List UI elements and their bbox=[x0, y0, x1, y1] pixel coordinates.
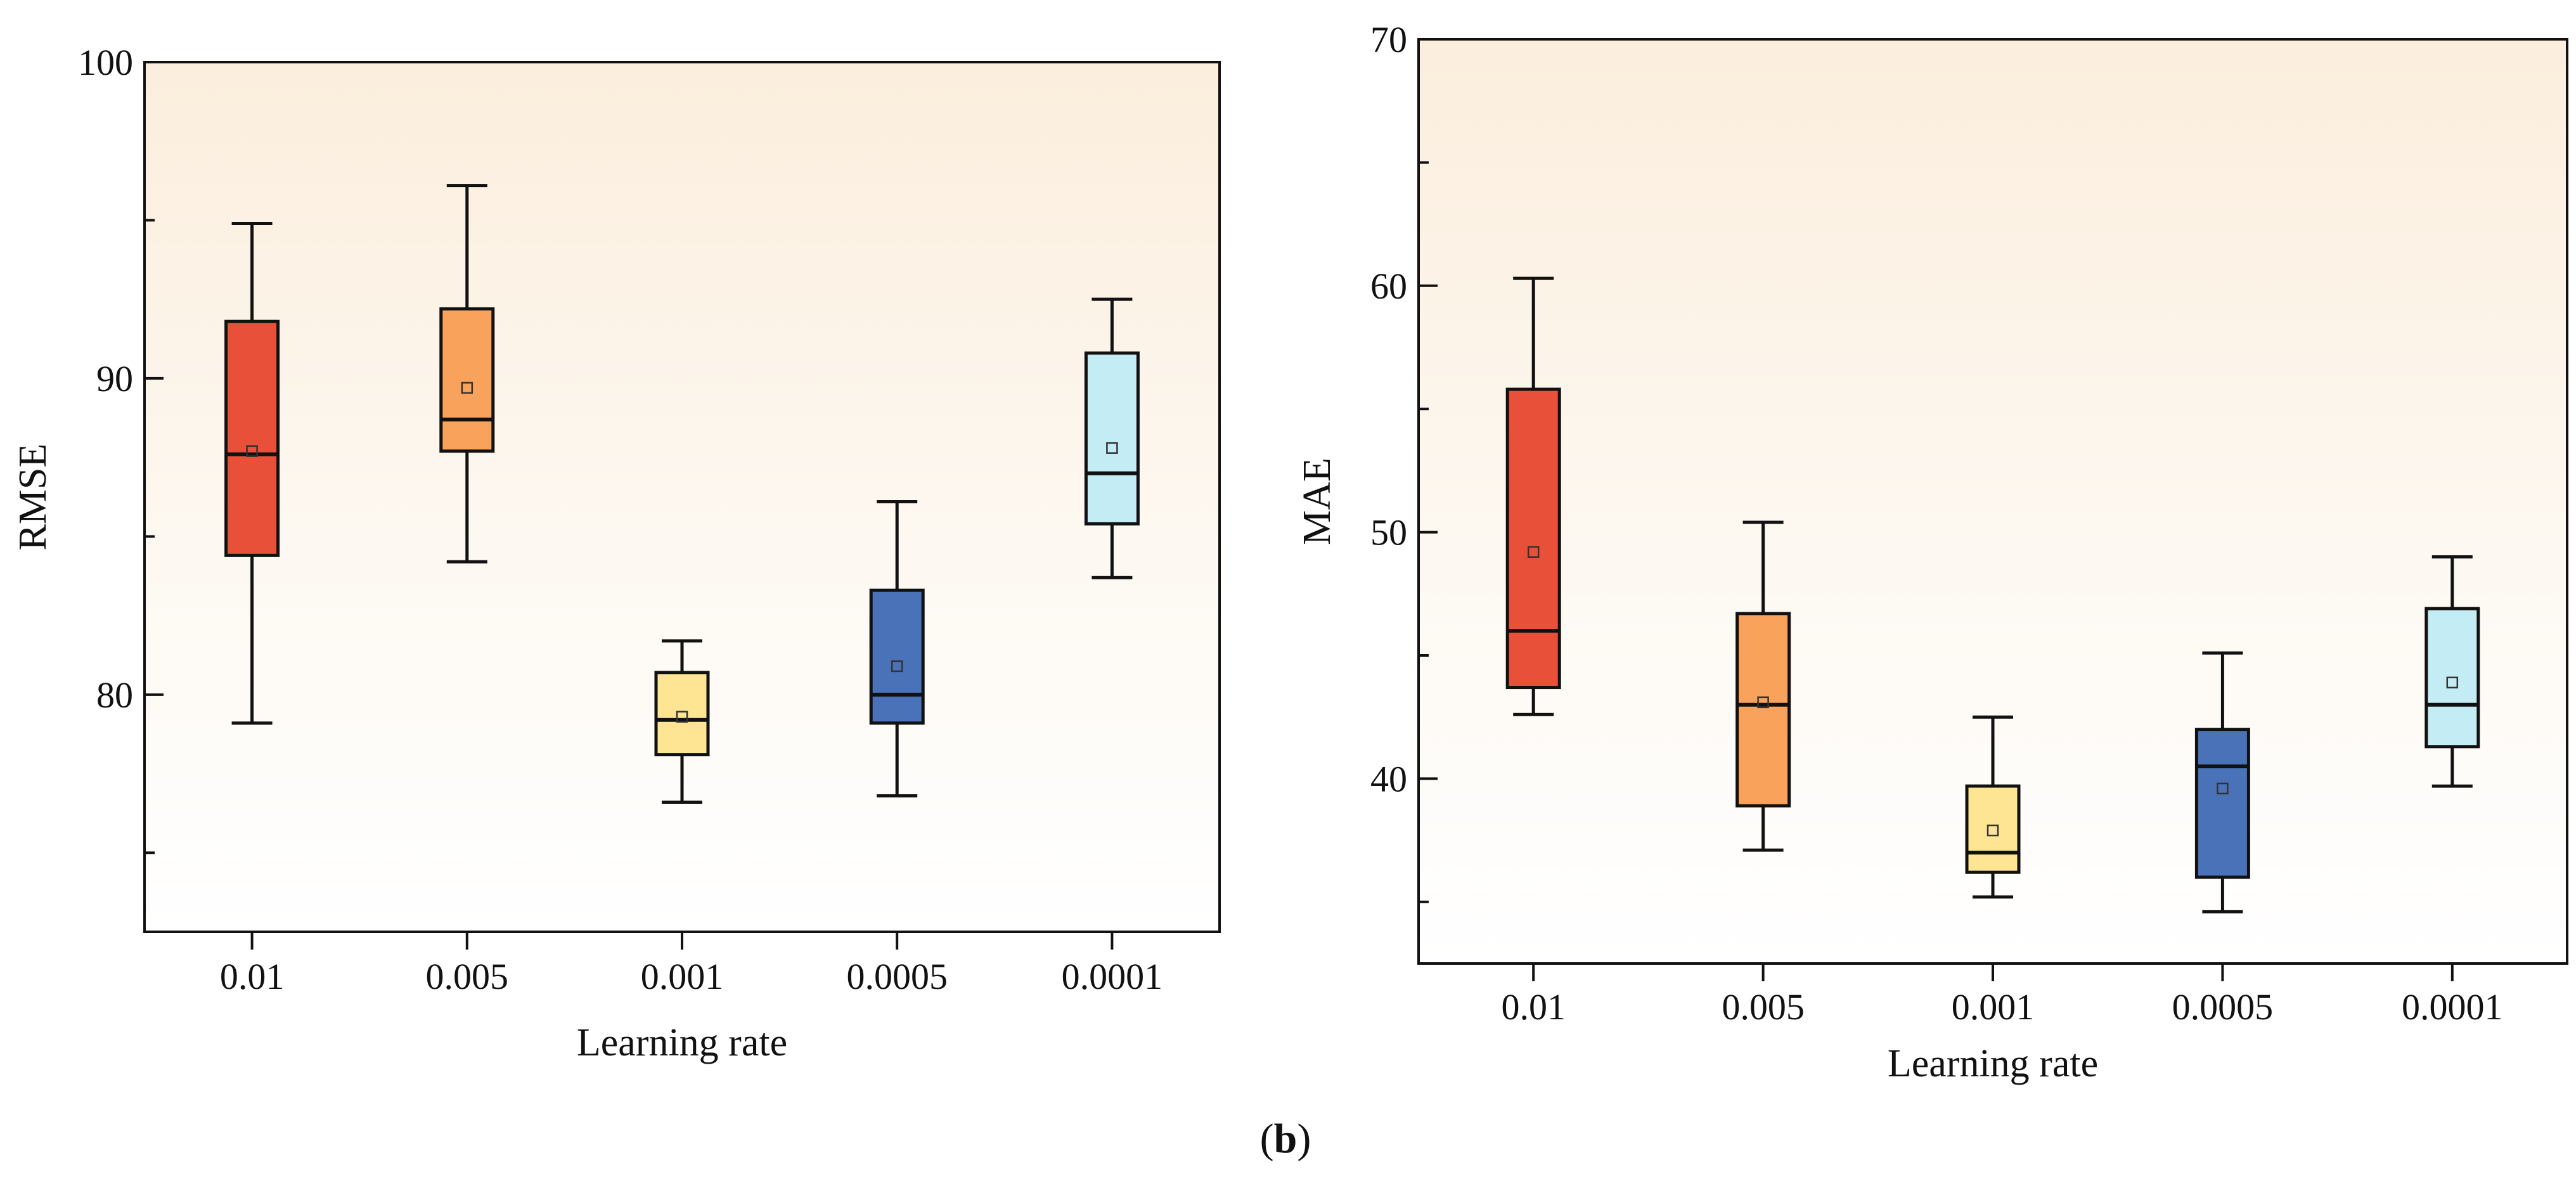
iqr-box bbox=[1736, 612, 1791, 808]
mean-marker bbox=[2446, 676, 2459, 689]
y-tick-label: 90 bbox=[96, 358, 133, 399]
x-tick-label: 0.005 bbox=[1722, 986, 1805, 1028]
y-axis-title: RMSE bbox=[11, 444, 55, 551]
iqr-box bbox=[1084, 351, 1140, 525]
mean-marker bbox=[1987, 824, 1999, 837]
mean-marker bbox=[1106, 442, 1118, 454]
y-tick-label: 80 bbox=[96, 674, 133, 716]
iqr-box bbox=[1965, 784, 2021, 874]
iqr-box bbox=[439, 307, 495, 453]
rmse-chart: 80 90 100 0.01 0.005 0.001 0.0005 0.0001 Learnin… bbox=[11, 42, 1221, 1064]
plot-frame bbox=[1417, 38, 2568, 965]
iqr-box bbox=[1505, 387, 1561, 690]
x-axis-title: Learning rate bbox=[577, 1021, 787, 1064]
x-tick-label: 0.0001 bbox=[2402, 986, 2503, 1028]
box-0.001 bbox=[1965, 715, 2021, 899]
iqr-box bbox=[2194, 728, 2250, 879]
iqr-box bbox=[869, 588, 925, 725]
box-0.005 bbox=[439, 184, 495, 564]
x-tick-label: 0.0005 bbox=[2172, 986, 2274, 1028]
mean-marker bbox=[246, 445, 258, 457]
iqr-box bbox=[654, 671, 710, 757]
box-0.01 bbox=[224, 221, 280, 725]
x-tick-label: 0.001 bbox=[1952, 986, 2035, 1028]
x-axis-title: Learning rate bbox=[1888, 1042, 2098, 1085]
x-tick-label: 0.0005 bbox=[846, 956, 948, 997]
mae-chart: 40 50 60 70 0.01 0.005 0.001 0.0005 0.0001 Learni… bbox=[1296, 19, 2568, 1085]
y-tick-label: 100 bbox=[78, 42, 133, 83]
caption-label: b bbox=[1274, 1116, 1298, 1162]
box-0.0005 bbox=[2194, 651, 2250, 913]
mean-marker bbox=[461, 382, 473, 394]
y-axis-title: MAE bbox=[1296, 458, 1339, 545]
caption-open: ( bbox=[1260, 1116, 1274, 1162]
y-tick-label: 40 bbox=[1370, 758, 1407, 799]
box-0.0005 bbox=[869, 500, 925, 797]
caption-close: ) bbox=[1297, 1116, 1311, 1162]
box-0.0001 bbox=[2425, 555, 2480, 788]
y-tick-label: 70 bbox=[1370, 19, 1407, 60]
mean-marker bbox=[676, 711, 688, 723]
x-tick-label: 0.005 bbox=[426, 956, 509, 997]
box-0.001 bbox=[654, 639, 710, 804]
mean-marker bbox=[2217, 782, 2229, 795]
x-tick-label: 0.0001 bbox=[1062, 956, 1163, 997]
x-tick-label: 0.001 bbox=[641, 956, 724, 997]
y-tick-label: 50 bbox=[1370, 512, 1407, 553]
x-tick-label: 0.01 bbox=[1501, 986, 1566, 1028]
figure-caption: (b) bbox=[1260, 1116, 1311, 1162]
iqr-box bbox=[224, 319, 280, 557]
box-0.0001 bbox=[1084, 297, 1140, 579]
plot-frame bbox=[143, 61, 1221, 933]
mean-marker bbox=[1527, 546, 1540, 558]
box-0.01 bbox=[1505, 276, 1561, 716]
box-0.005 bbox=[1736, 520, 1791, 852]
x-tick-label: 0.01 bbox=[220, 956, 285, 997]
mean-marker bbox=[1757, 696, 1769, 709]
mean-marker bbox=[891, 660, 903, 673]
y-tick-label: 60 bbox=[1370, 266, 1407, 307]
